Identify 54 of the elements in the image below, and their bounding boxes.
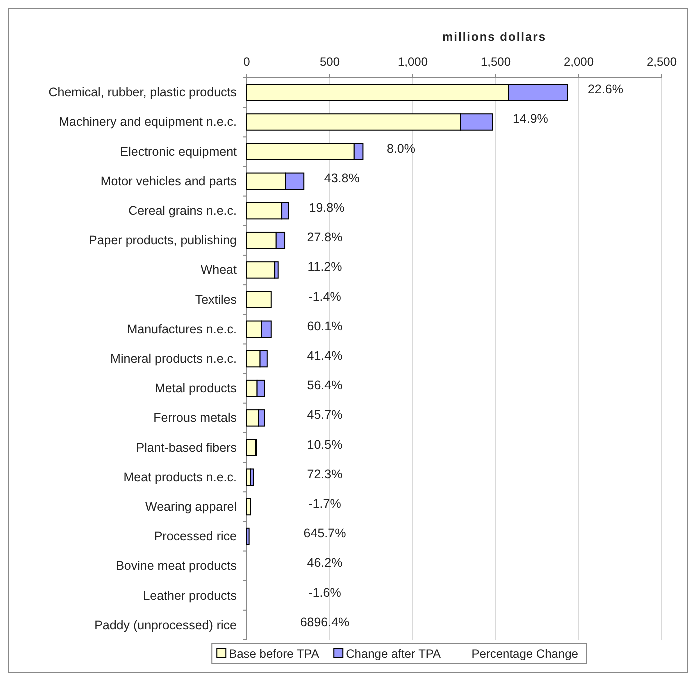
- annotation: 19.8%: [309, 201, 345, 216]
- y-tick-label: Plant-based fibers: [136, 440, 237, 455]
- annotation: 8.0%: [386, 142, 416, 156]
- annotation: 645.7%: [304, 526, 346, 541]
- x-axis-title: millions dollars: [442, 30, 547, 44]
- y-tick-label: Wheat: [200, 263, 238, 278]
- y-tick-label: Paper products, publishing: [88, 234, 238, 248]
- annotation: 43.8%: [324, 171, 360, 186]
- y-tick-label: Textiles: [195, 292, 237, 307]
- y-tick-label: Ferrous metals: [154, 411, 237, 426]
- y-tick-label: Bovine meat products: [116, 559, 237, 574]
- annotation: 27.8%: [307, 230, 343, 245]
- annotation: 56.4%: [307, 378, 343, 393]
- annotation: -1.6%: [308, 586, 342, 600]
- y-tick-label: Motor vehicles and parts: [100, 174, 237, 188]
- bar: [246, 291, 272, 308]
- y-tick-label: Mineral products n.e.c.: [110, 352, 237, 366]
- bar: [246, 439, 256, 456]
- y-tick-label: Metal products: [155, 382, 237, 396]
- bar: [246, 262, 276, 279]
- annotation: 11.2%: [308, 260, 342, 274]
- annotation: 45.7%: [307, 408, 343, 422]
- x-tick-label: 1,000: [398, 55, 428, 69]
- annotation: -1.7%: [308, 496, 342, 511]
- y-tick-label: Chemical, rubber, plastic products: [48, 86, 237, 100]
- y-tick-label: Cereal grains n.e.c.: [128, 204, 237, 218]
- annotation: 72.3%: [307, 467, 343, 482]
- annotation: 10.5%: [307, 438, 343, 452]
- legend-title: Percentage Change: [472, 647, 579, 661]
- y-tick-label: Processed rice: [154, 530, 238, 544]
- annotation: 6896.4%: [300, 615, 350, 630]
- annotation: -1.4%: [308, 290, 342, 304]
- annotation: 46.2%: [307, 556, 343, 570]
- annotation: 22.6%: [588, 82, 624, 97]
- legend-label: Change after TPA: [346, 647, 442, 661]
- x-tick-label: 2,500: [646, 55, 678, 69]
- bar: [246, 498, 252, 516]
- legend-label: Base before TPA: [229, 647, 320, 661]
- y-tick-label: Meat products n.e.c.: [124, 470, 237, 484]
- x-tick-label: 0: [244, 55, 251, 69]
- y-tick-label: Paddy (unprocessed) rice: [94, 618, 238, 632]
- x-tick-label: 500: [320, 55, 340, 69]
- y-tick-label: Leather products: [143, 588, 237, 603]
- y-tick-label: Wearing apparel: [146, 500, 237, 514]
- x-tick-label: 2,000: [564, 55, 594, 69]
- x-tick-label: 1,500: [480, 55, 512, 69]
- y-tick-label: Electronic equipment: [120, 144, 238, 159]
- bar: [250, 468, 254, 486]
- bar: [246, 528, 250, 546]
- annotation: 14.9%: [512, 112, 548, 126]
- y-tick-label: Machinery and equipment n.e.c.: [59, 115, 237, 130]
- y-tick-label: Manufactures n.e.c.: [127, 322, 237, 336]
- annotation: 60.1%: [307, 319, 343, 334]
- annotation: 41.4%: [307, 349, 343, 363]
